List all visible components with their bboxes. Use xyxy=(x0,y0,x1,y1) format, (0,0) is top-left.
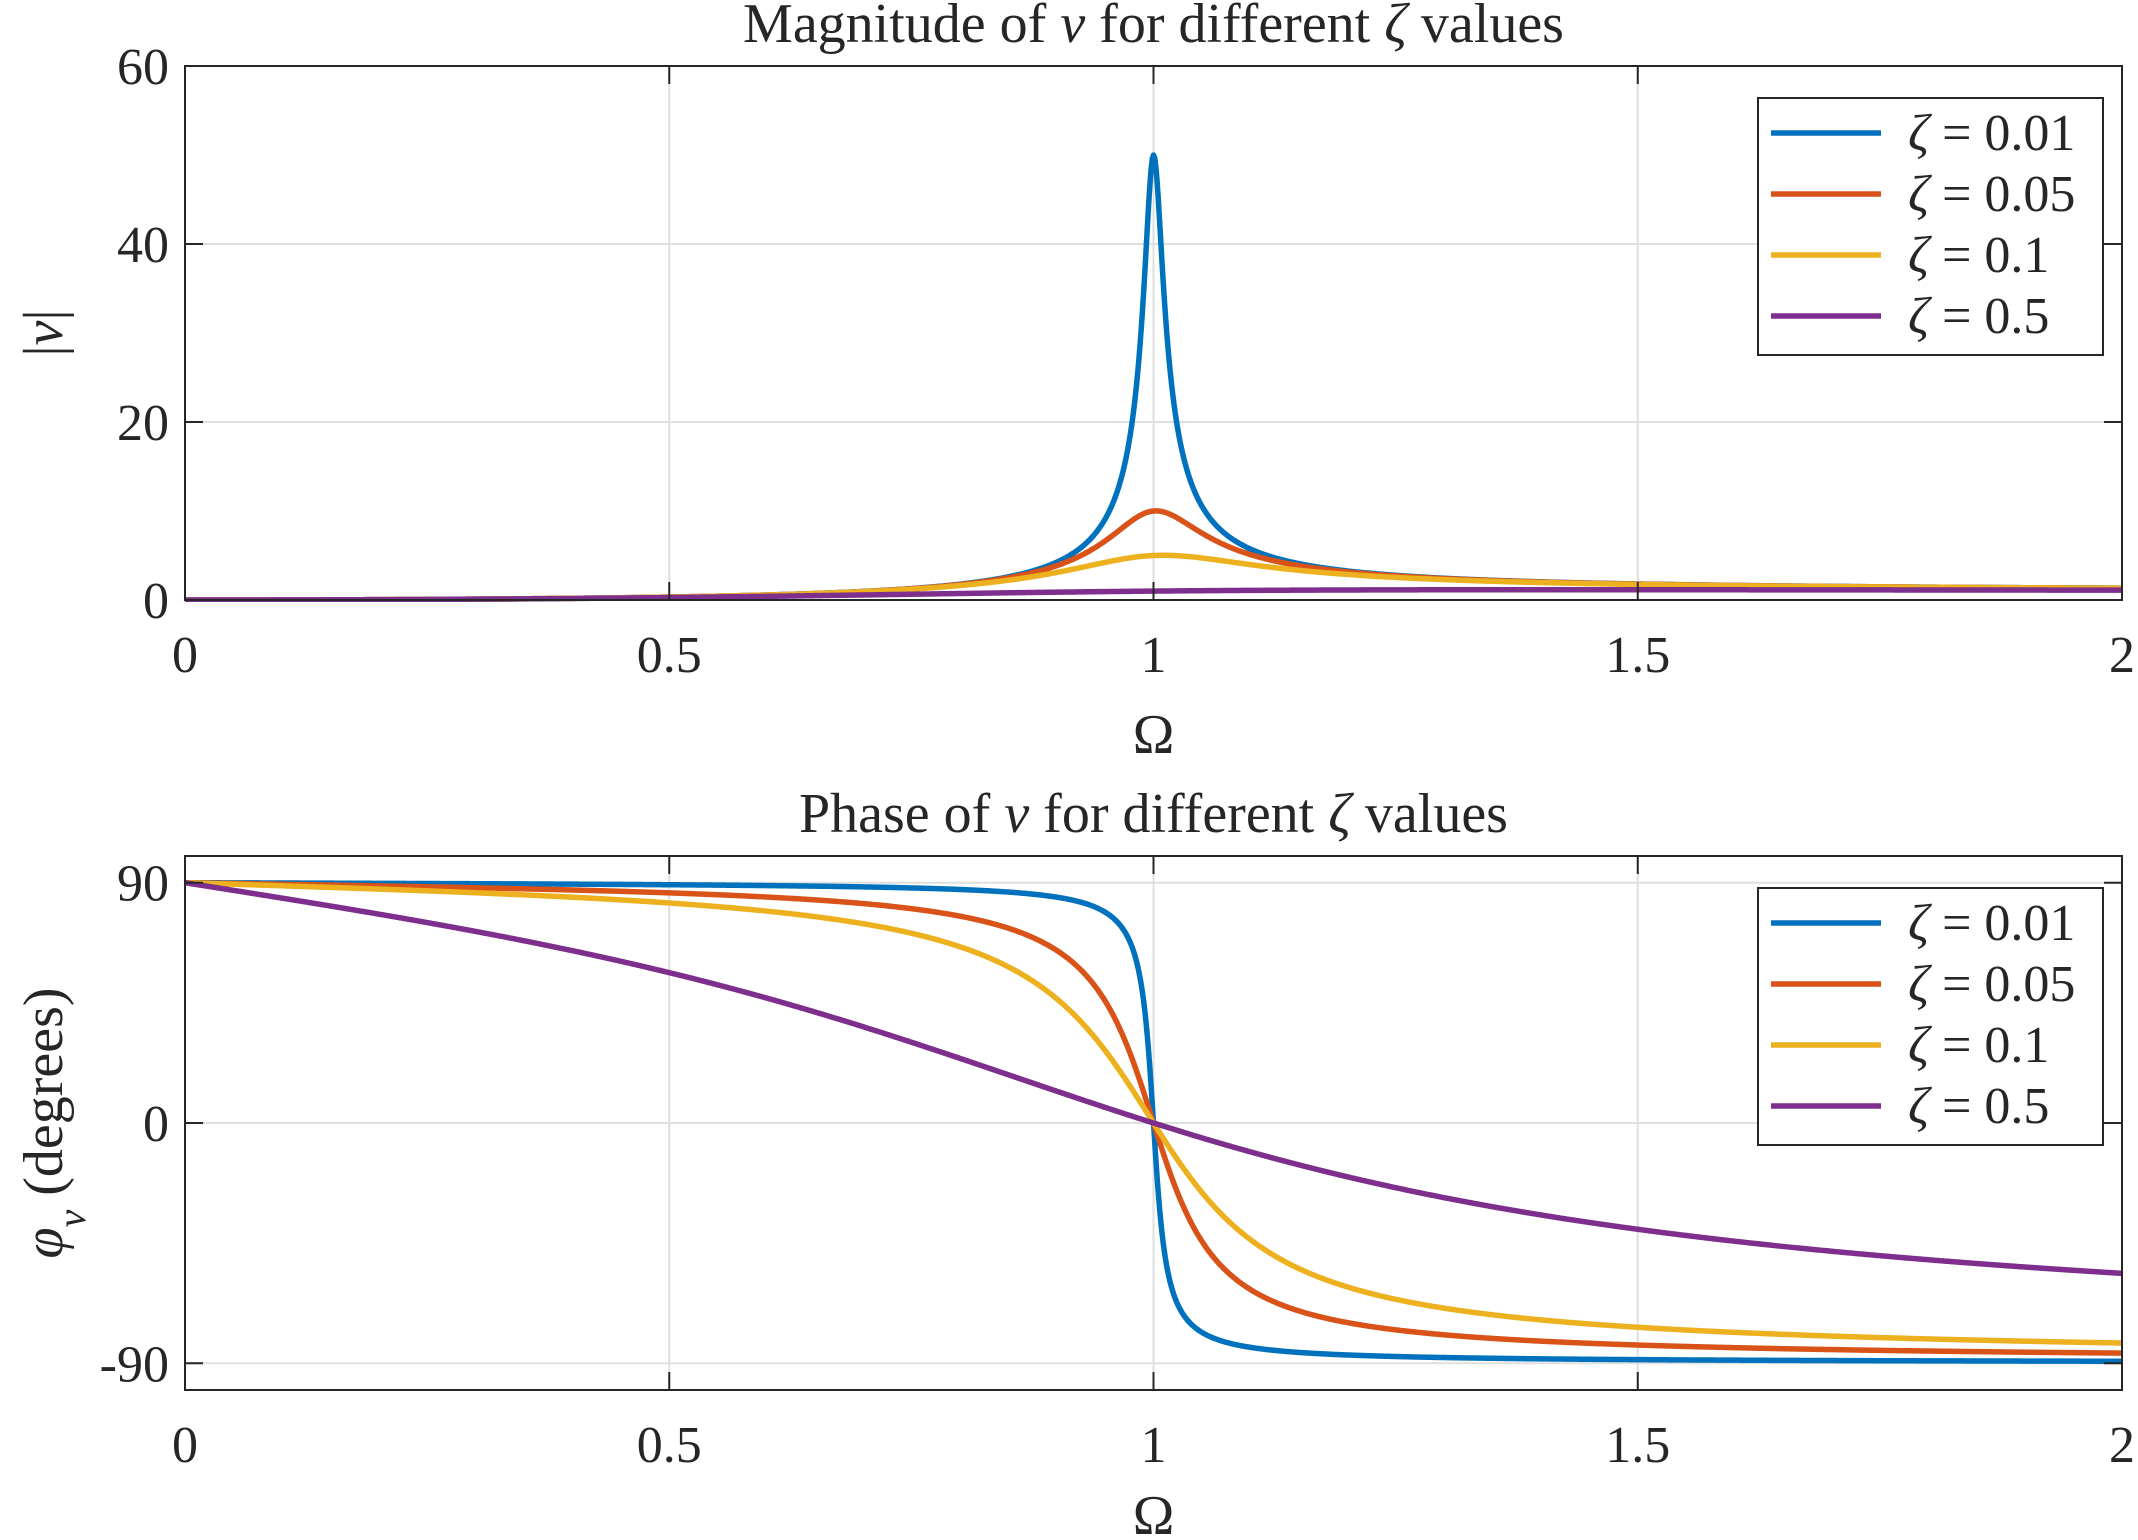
legend-label-3: ζ = 0.1 xyxy=(1908,227,2049,284)
title-text: for different xyxy=(1029,783,1328,845)
y-label-subscript: v xyxy=(49,1210,94,1228)
legend: ζ = 0.01ζ = 0.05ζ = 0.1ζ = 0.5 xyxy=(1757,887,2104,1146)
legend-symbol: ζ xyxy=(1908,105,1932,162)
y-tick-label: 60 xyxy=(117,39,169,96)
chart-title: Magnitude of v for different ζ values xyxy=(743,0,1564,55)
legend-symbol: ζ xyxy=(1908,956,1932,1013)
y-tick-label: 40 xyxy=(117,217,169,274)
legend-symbol: ζ xyxy=(1908,166,1932,223)
x-tick-label: 1 xyxy=(1141,627,1167,684)
title-text: for different xyxy=(1085,0,1384,55)
legend-label-2: ζ = 0.05 xyxy=(1908,166,2075,223)
y-label-bar: | xyxy=(13,309,75,320)
y-axis-label: φv (degrees) xyxy=(13,987,94,1258)
legend-value: = 0.1 xyxy=(1929,227,2049,284)
title-text: Magnitude of xyxy=(743,0,1060,55)
legend-value: = 0.05 xyxy=(1929,956,2075,1013)
legend-value: = 0.01 xyxy=(1929,105,2075,162)
x-tick-label: 1 xyxy=(1141,1417,1167,1474)
legend: ζ = 0.01ζ = 0.05ζ = 0.1ζ = 0.5 xyxy=(1757,97,2104,356)
legend-value: = 0.05 xyxy=(1929,166,2075,223)
y-tick-label: 90 xyxy=(117,856,169,913)
legend-box xyxy=(1757,97,2104,356)
x-tick-label: 2 xyxy=(2109,1417,2135,1474)
x-tick-label: 2 xyxy=(2109,627,2135,684)
chart-title: Phase of v for different ζ values xyxy=(799,783,1508,845)
title-text: Phase of xyxy=(799,783,1004,845)
y-axis-label: |v| xyxy=(13,309,75,356)
y-label-bar: | xyxy=(13,345,75,356)
y-label-var: v xyxy=(13,320,75,345)
legend-box xyxy=(1757,887,2104,1146)
series-line-4 xyxy=(185,879,2122,1277)
title-symbol: ζ xyxy=(1384,0,1410,55)
x-axis-label: Ω xyxy=(1133,1485,1175,1540)
y-tick-label: -90 xyxy=(100,1336,169,1393)
title-text: values xyxy=(1407,0,1564,55)
x-tick-label: 1.5 xyxy=(1605,1417,1670,1474)
y-tick-label: 20 xyxy=(117,395,169,452)
title-var: v xyxy=(1004,783,1029,845)
y-label-symbol: φ xyxy=(13,1228,75,1259)
legend-value: = 0.01 xyxy=(1929,895,2075,952)
x-tick-label: 0 xyxy=(172,627,198,684)
legend-symbol: ζ xyxy=(1908,1017,1932,1074)
x-tick-label: 0 xyxy=(172,1417,198,1474)
legend-label-1: ζ = 0.01 xyxy=(1908,895,2075,952)
title-symbol: ζ xyxy=(1328,783,1354,845)
legend-value: = 0.5 xyxy=(1929,1078,2049,1135)
legend-label-4: ζ = 0.5 xyxy=(1908,1078,2049,1135)
legend-label-4: ζ = 0.5 xyxy=(1908,288,2049,345)
legend-value: = 0.1 xyxy=(1929,1017,2049,1074)
legend-label-2: ζ = 0.05 xyxy=(1908,956,2075,1013)
x-axis-label: Ω xyxy=(1133,704,1175,766)
title-var: v xyxy=(1060,0,1085,55)
y-label-unit: (degrees) xyxy=(13,987,75,1209)
title-text: values xyxy=(1351,783,1508,845)
legend-label-1: ζ = 0.01 xyxy=(1908,105,2075,162)
x-tick-label: 0.5 xyxy=(637,627,702,684)
legend-symbol: ζ xyxy=(1908,1078,1932,1135)
legend-symbol: ζ xyxy=(1908,227,1932,284)
legend-label-3: ζ = 0.1 xyxy=(1908,1017,2049,1074)
x-tick-label: 1.5 xyxy=(1605,627,1670,684)
legend-symbol: ζ xyxy=(1908,895,1932,952)
y-tick-label: 0 xyxy=(143,573,169,630)
legend-symbol: ζ xyxy=(1908,288,1932,345)
y-tick-label: 0 xyxy=(143,1096,169,1153)
x-tick-label: 0.5 xyxy=(637,1417,702,1474)
legend-value: = 0.5 xyxy=(1929,288,2049,345)
